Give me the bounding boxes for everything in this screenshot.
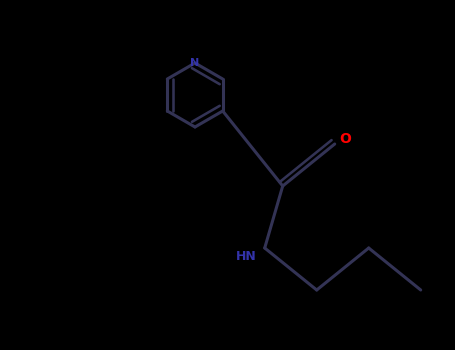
Text: O: O bbox=[339, 132, 351, 146]
Text: HN: HN bbox=[236, 250, 257, 262]
Text: N: N bbox=[190, 58, 200, 68]
